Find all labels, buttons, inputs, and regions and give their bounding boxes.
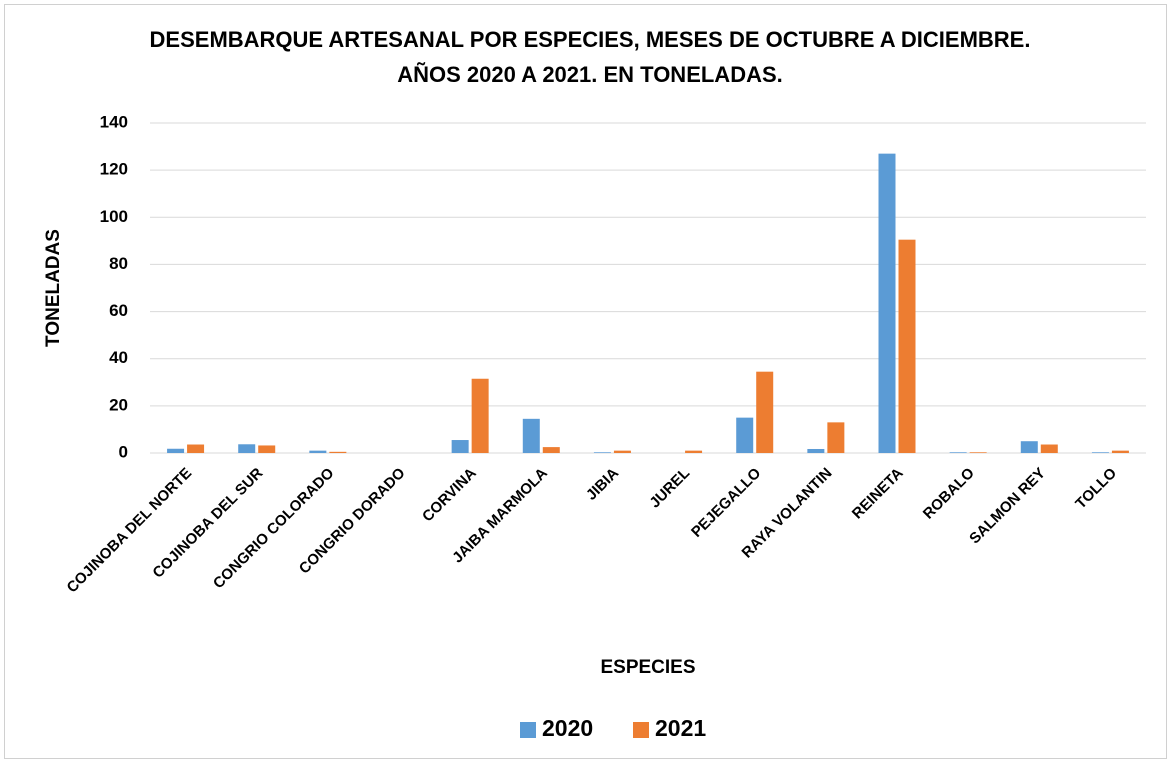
bar xyxy=(878,153,896,453)
y-axis-title: TONELADAS xyxy=(43,229,64,347)
legend-label: 2021 xyxy=(655,715,706,741)
bar xyxy=(1111,450,1129,453)
y-tick-label: 100 xyxy=(100,207,128,226)
y-tick-label: 80 xyxy=(109,254,128,273)
bar xyxy=(238,444,256,453)
legend-swatch xyxy=(520,722,536,738)
bar xyxy=(329,451,347,453)
bar xyxy=(898,239,916,453)
y-tick-label: 60 xyxy=(109,301,128,320)
bar xyxy=(309,450,327,453)
x-axis-title: ESPECIES xyxy=(600,657,695,678)
chart-title: DESEMBARQUE ARTESANAL POR ESPECIES, MESE… xyxy=(149,27,1031,87)
y-tick-label: 20 xyxy=(109,395,128,414)
bar xyxy=(807,448,825,453)
bar xyxy=(736,417,754,453)
chart-border xyxy=(4,4,1167,759)
legend-label: 2020 xyxy=(542,715,593,741)
y-tick-label: 120 xyxy=(100,160,128,179)
bar xyxy=(471,378,489,453)
bar xyxy=(593,452,611,453)
bar xyxy=(1091,452,1109,453)
bar xyxy=(522,418,540,453)
bar xyxy=(756,371,774,453)
bar xyxy=(542,447,560,453)
y-tick-label: 40 xyxy=(109,348,128,367)
bar xyxy=(613,450,631,453)
y-tick-label: 0 xyxy=(119,442,128,461)
bar xyxy=(969,452,987,453)
bar xyxy=(187,444,205,453)
legend-swatch xyxy=(633,722,649,738)
bar xyxy=(1040,444,1058,453)
bar xyxy=(685,450,703,453)
bar xyxy=(451,440,469,453)
y-tick-label: 140 xyxy=(100,112,128,131)
bar xyxy=(258,445,276,453)
bar xyxy=(949,452,967,453)
bar xyxy=(167,448,185,453)
bar xyxy=(827,422,845,453)
bar xyxy=(1020,441,1038,453)
